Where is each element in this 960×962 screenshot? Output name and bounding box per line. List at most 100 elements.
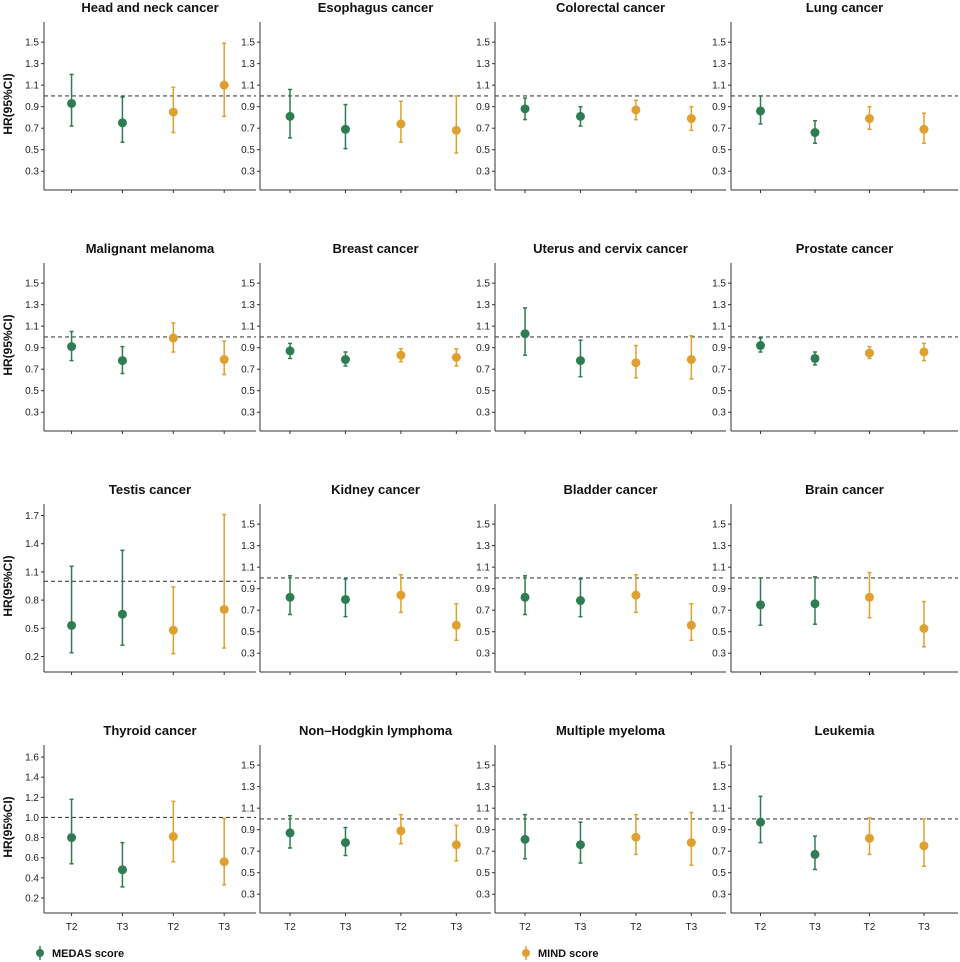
hr-point [575, 596, 585, 606]
hr-point [520, 592, 530, 602]
y-tick-label: 1.5 [712, 38, 726, 49]
legend-item-1: MIND score [522, 946, 599, 960]
x-tick-label: T3 [340, 922, 352, 933]
hr-point [810, 599, 820, 609]
y-tick-label: 0.9 [476, 102, 490, 113]
hr-point [219, 604, 229, 614]
x-tick-label: T2 [519, 922, 531, 933]
y-tick-label: 0.9 [476, 343, 490, 354]
y-tick-label: 1.1 [476, 81, 490, 92]
y-tick-label: 1.5 [712, 761, 726, 772]
y-tick-label: 1.1 [25, 81, 39, 92]
y-tick-label: 0.3 [712, 890, 726, 901]
y-tick-label: 1.1 [712, 804, 726, 815]
y-tick-label: 0.7 [241, 365, 255, 376]
panel-title: Colorectal cancer [556, 0, 665, 15]
hr-point [686, 838, 696, 848]
panel-title: Testis cancer [109, 482, 191, 497]
y-tick-label: 0.7 [712, 365, 726, 376]
hr-point [451, 620, 461, 630]
hr-point [396, 590, 406, 600]
y-tick-label: 0.9 [476, 584, 490, 595]
y-tick-label: 0.5 [712, 868, 726, 879]
y-tick-label: 0.7 [25, 124, 39, 135]
y-tick-label: 1.2 [25, 793, 39, 804]
hr-point [631, 590, 641, 600]
y-tick-label: 0.3 [476, 649, 490, 660]
hr-point [340, 594, 350, 604]
panel-title: Thyroid cancer [103, 723, 196, 738]
y-tick-label: 0.9 [476, 825, 490, 836]
y-axis-title: HR(95%CI) [1, 314, 15, 375]
y-tick-label: 1.7 [25, 511, 39, 522]
panel-title: Brain cancer [805, 482, 884, 497]
y-tick-label: 0.9 [712, 343, 726, 354]
hr-point [117, 609, 127, 619]
hr-point [396, 826, 406, 836]
panel-title: Bladder cancer [564, 482, 658, 497]
y-tick-label: 1.0 [25, 813, 39, 824]
y-tick-label: 0.7 [476, 365, 490, 376]
y-tick-label: 0.3 [476, 167, 490, 178]
hr-point [451, 840, 461, 850]
y-tick-label: 0.2 [25, 652, 39, 663]
hr-point [575, 356, 585, 366]
y-tick-label: 0.7 [712, 606, 726, 617]
panel-4: Malignant melanoma 0.3 0.5 0.7 0.9 1.1 1.3 1.5 H… [1, 241, 256, 434]
y-tick-label: 0.9 [241, 102, 255, 113]
y-tick-label: 1.1 [25, 567, 39, 578]
y-tick-label: 0.3 [25, 167, 39, 178]
panel-9: Kidney cancer 0.3 0.5 0.7 0.9 1.1 1.3 1.5 [241, 482, 491, 675]
y-tick-label: 0.5 [712, 627, 726, 638]
panel-10: Bladder cancer 0.3 0.5 0.7 0.9 1.1 1.3 1.5 [476, 482, 726, 675]
y-tick-label: 1.5 [241, 761, 255, 772]
panel-15: Leukemia 0.3 0.5 0.7 0.9 1.1 1.3 1.5 T2 T3 T2 T3 [712, 723, 958, 933]
y-tick-label: 0.7 [241, 124, 255, 135]
y-tick-label: 1.3 [712, 782, 726, 793]
hr-point [520, 834, 530, 844]
panel-title: Uterus and cervix cancer [533, 241, 688, 256]
panel-title: Leukemia [815, 723, 876, 738]
hr-point [168, 107, 178, 117]
hr-point [631, 832, 641, 842]
y-tick-label: 0.7 [476, 124, 490, 135]
panel-2: Colorectal cancer 0.3 0.5 0.7 0.9 1.1 1.3 1.5 [476, 0, 726, 193]
hr-point [396, 119, 406, 129]
hr-point [451, 125, 461, 135]
y-tick-label: 0.9 [241, 584, 255, 595]
y-tick-label: 0.7 [25, 365, 39, 376]
hr-point [520, 329, 530, 339]
y-tick-label: 0.5 [476, 868, 490, 879]
y-tick-label: 0.7 [241, 606, 255, 617]
y-tick-label: 1.3 [25, 59, 39, 70]
hr-point [67, 620, 77, 630]
hr-point [340, 838, 350, 848]
hr-point [396, 350, 406, 360]
y-tick-label: 0.3 [712, 408, 726, 419]
y-tick-label: 1.1 [241, 804, 255, 815]
hr-point [864, 592, 874, 602]
y-axis-title: HR(95%CI) [1, 73, 15, 134]
y-axis-title: HR(95%CI) [1, 555, 15, 616]
y-tick-label: 1.3 [712, 541, 726, 552]
hr-point [67, 342, 77, 352]
hr-point [340, 355, 350, 365]
x-tick-label: T3 [918, 922, 930, 933]
y-tick-label: 1.1 [476, 563, 490, 574]
y-tick-label: 1.3 [476, 541, 490, 552]
hr-point [117, 865, 127, 875]
panel-1: Esophagus cancer 0.3 0.5 0.7 0.9 1.1 1.3 1.5 [241, 0, 491, 193]
y-tick-label: 0.5 [241, 386, 255, 397]
y-tick-label: 1.5 [25, 38, 39, 49]
x-tick-label: T2 [66, 922, 78, 933]
hr-point [520, 104, 530, 114]
panel-13: Non–Hodgkin lymphoma 0.3 0.5 0.7 0.9 1.1 1.3 1.… [241, 723, 491, 933]
panel-title: Kidney cancer [331, 482, 420, 497]
hr-point [756, 817, 766, 827]
y-tick-label: 0.3 [25, 408, 39, 419]
legend-swatch-point [36, 949, 44, 957]
y-tick-label: 1.3 [476, 782, 490, 793]
y-tick-label: 0.3 [476, 408, 490, 419]
hr-point [810, 353, 820, 363]
